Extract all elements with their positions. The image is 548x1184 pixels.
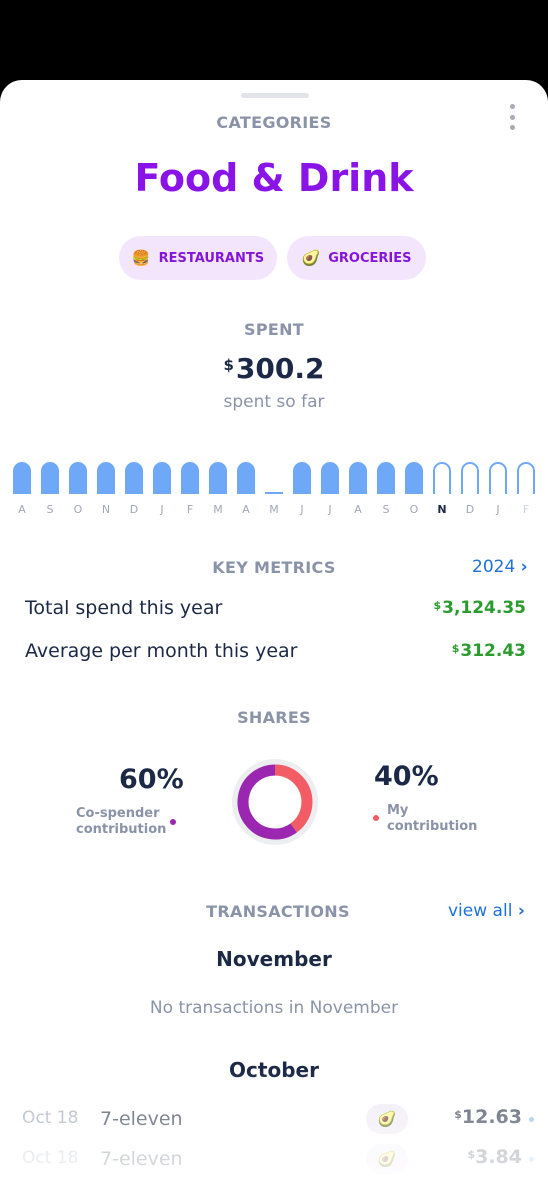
shares-donut	[232, 759, 318, 845]
category-sheet: CATEGORIES Food & Drink 🍔 RESTAURANTS 🥑 …	[0, 80, 548, 1184]
transaction-row[interactable]: Oct 18 7-eleven 🥑 $12.63	[0, 1104, 548, 1134]
month-bar[interactable]	[517, 462, 535, 494]
transaction-row[interactable]: Oct 18 7-eleven 🥑 $3.84	[0, 1144, 548, 1174]
chevron-right-icon: ›	[517, 901, 525, 921]
my-label: My contribution	[387, 803, 478, 834]
month-label: N	[437, 503, 447, 516]
avocado-icon: 🥑	[366, 1104, 408, 1134]
spent-amount: $300.2	[223, 352, 325, 385]
month-bar[interactable]	[377, 462, 395, 494]
status-dot	[529, 1117, 534, 1122]
month-bar[interactable]	[489, 462, 507, 494]
month-bar[interactable]	[293, 462, 311, 494]
section-label-spent: SPENT	[244, 320, 304, 339]
sheet-grabber[interactable]	[241, 93, 309, 98]
month-label: F	[186, 503, 194, 516]
month-bar[interactable]	[69, 462, 87, 494]
month-label: O	[409, 503, 419, 516]
month-bar[interactable]	[181, 462, 199, 494]
month-bar[interactable]	[13, 462, 31, 494]
chip-restaurants[interactable]: 🍔 RESTAURANTS	[119, 236, 277, 280]
chevron-right-icon: ›	[520, 557, 528, 577]
status-dot	[529, 1157, 534, 1162]
month-bar[interactable]	[433, 462, 451, 494]
category-title: Food & Drink	[134, 156, 414, 200]
month-bar[interactable]	[237, 462, 255, 494]
month-bar[interactable]	[321, 462, 339, 494]
my-legend-dot	[373, 815, 379, 821]
chip-label: RESTAURANTS	[158, 250, 265, 266]
month-bar[interactable]	[461, 462, 479, 494]
month-bar[interactable]	[125, 462, 143, 494]
month-heading-november: November	[216, 947, 332, 971]
month-bar[interactable]	[209, 462, 227, 494]
avocado-icon: 🥑	[366, 1144, 408, 1174]
month-label: J	[496, 503, 500, 516]
month-bar[interactable]	[349, 462, 367, 494]
month-bar[interactable]	[153, 462, 171, 494]
avocado-icon: 🥑	[301, 249, 321, 267]
transaction-date: Oct 18	[22, 1108, 79, 1128]
month-heading-october: October	[229, 1058, 319, 1082]
transaction-merchant: 7-eleven	[100, 1108, 183, 1130]
section-label-transactions: TRANSACTIONS	[206, 902, 350, 921]
month-label: S	[382, 503, 390, 516]
metric-total-value: $3,124.35	[433, 598, 526, 618]
month-label: M	[213, 503, 223, 516]
month-label: O	[73, 503, 83, 516]
burger-icon: 🍔	[131, 249, 151, 267]
more-options-icon[interactable]	[504, 104, 520, 130]
cospender-legend-dot	[170, 819, 176, 825]
metric-average-label: Average per month this year	[25, 640, 298, 662]
metric-average-value: $312.43	[451, 641, 526, 661]
chip-groceries[interactable]: 🥑 GROCERIES	[287, 236, 426, 280]
empty-state-text: No transactions in November	[149, 998, 399, 1018]
view-all-link[interactable]: view all ›	[448, 901, 525, 921]
month-label: A	[354, 503, 362, 516]
month-label: N	[101, 503, 111, 516]
month-label: J	[160, 503, 164, 516]
transaction-merchant: 7-eleven	[100, 1148, 183, 1170]
my-percent: 40%	[374, 761, 439, 792]
my-arc	[237, 764, 313, 840]
chip-label: GROCERIES	[328, 250, 412, 266]
month-label: M	[269, 503, 279, 516]
month-label: J	[328, 503, 332, 516]
month-label: J	[300, 503, 304, 516]
month-label: A	[18, 503, 26, 516]
month-label: S	[46, 503, 54, 516]
month-bar[interactable]	[97, 462, 115, 494]
month-label: A	[242, 503, 250, 516]
spent-subtitle: spent so far	[223, 392, 325, 412]
cospender-percent: 60%	[119, 764, 184, 795]
month-bar[interactable]	[265, 492, 283, 494]
month-label: D	[129, 503, 139, 516]
transaction-amount: $12.63	[454, 1106, 522, 1128]
metric-total-label: Total spend this year	[25, 597, 223, 619]
cospender-label: Co-spender contribution	[76, 806, 167, 837]
section-label-key-metrics: KEY METRICS	[212, 558, 336, 577]
month-label: D	[465, 503, 475, 516]
month-label: F	[522, 503, 530, 516]
year-selector[interactable]: 2024 ›	[472, 557, 528, 577]
section-label-shares: SHARES	[237, 708, 311, 727]
transaction-amount: $3.84	[467, 1146, 522, 1168]
month-bar[interactable]	[41, 462, 59, 494]
month-bar[interactable]	[405, 462, 423, 494]
section-label-categories: CATEGORIES	[216, 113, 332, 132]
transaction-date: Oct 18	[22, 1148, 79, 1168]
